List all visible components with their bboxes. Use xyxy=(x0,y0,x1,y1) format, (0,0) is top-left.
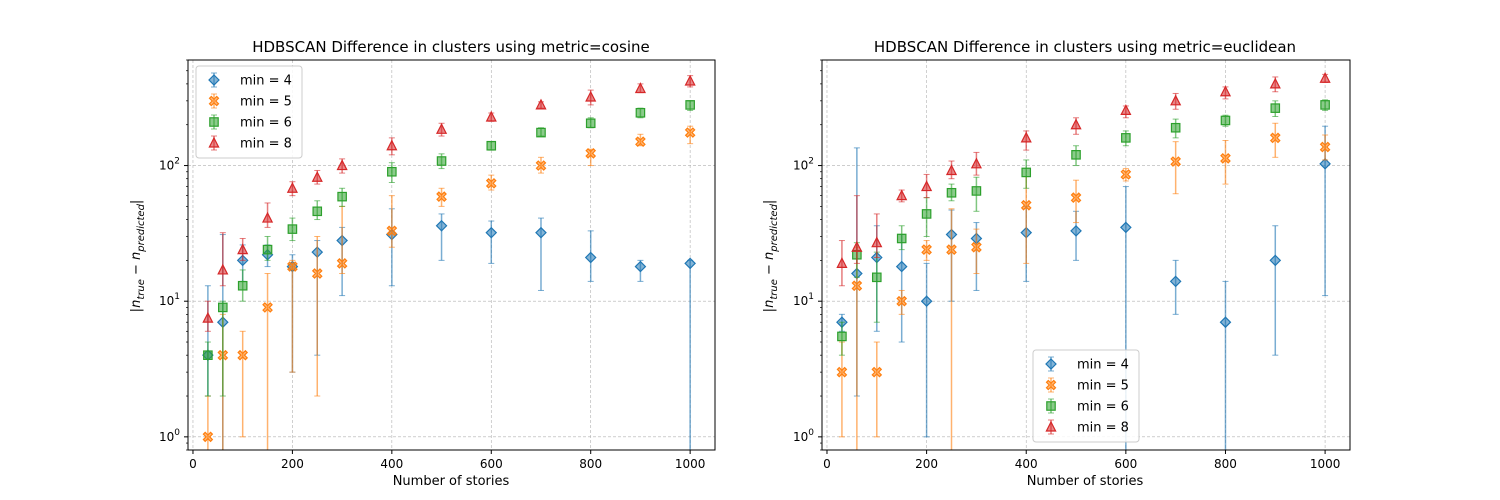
x-axis-label: Number of stories xyxy=(393,474,510,489)
data-point xyxy=(388,168,396,176)
data-point xyxy=(263,245,271,253)
legend-label: min = 4 xyxy=(1077,358,1129,373)
legend-label: min = 8 xyxy=(1077,421,1129,436)
data-point xyxy=(947,189,955,197)
data-point xyxy=(972,187,980,195)
data-point xyxy=(537,128,545,136)
data-point xyxy=(437,157,445,165)
data-point xyxy=(238,282,246,290)
data-point xyxy=(204,351,212,359)
chart-title: HDBSCAN Difference in clusters using met… xyxy=(252,38,650,56)
legend-label: min = 4 xyxy=(240,74,292,89)
data-point xyxy=(288,225,296,233)
data-point xyxy=(838,332,846,340)
data-point xyxy=(1122,134,1130,142)
data-point xyxy=(313,207,321,215)
legend: min = 4 min = 5 min = 6 min = 8 xyxy=(196,66,302,158)
x-tick-label: 0 xyxy=(189,457,197,471)
data-point xyxy=(487,142,495,150)
x-tick-label: 400 xyxy=(380,457,403,471)
x-tick-label: 200 xyxy=(915,457,938,471)
data-point xyxy=(338,192,346,200)
x-tick-label: 200 xyxy=(281,457,304,471)
legend-label: min = 5 xyxy=(1077,379,1129,394)
legend-label: min = 6 xyxy=(1077,400,1129,415)
data-point xyxy=(587,119,595,127)
data-point xyxy=(219,303,227,311)
x-tick-label: 1000 xyxy=(1310,457,1341,471)
chart-title: HDBSCAN Difference in clusters using met… xyxy=(874,38,1296,56)
x-tick-label: 1000 xyxy=(675,457,706,471)
legend-label: min = 5 xyxy=(240,95,292,110)
data-point xyxy=(873,273,881,281)
x-tick-label: 800 xyxy=(579,457,602,471)
x-axis-label: Number of stories xyxy=(1027,474,1144,489)
data-point xyxy=(897,234,905,242)
legend-label: min = 6 xyxy=(240,116,292,131)
legend-label: min = 8 xyxy=(240,137,292,152)
data-point xyxy=(1022,168,1030,176)
x-tick-label: 0 xyxy=(823,457,831,471)
legend-marker xyxy=(210,118,218,126)
data-point xyxy=(1171,124,1179,132)
data-point xyxy=(1221,116,1229,124)
legend-marker xyxy=(1047,402,1055,410)
data-point xyxy=(1321,101,1329,109)
x-tick-label: 600 xyxy=(480,457,503,471)
data-point xyxy=(1271,104,1279,112)
data-point xyxy=(922,210,930,218)
x-tick-label: 400 xyxy=(1015,457,1038,471)
data-point xyxy=(636,109,644,117)
data-point xyxy=(686,101,694,109)
legend: min = 4 min = 5 min = 6 min = 8 xyxy=(1033,350,1139,442)
data-point xyxy=(1072,151,1080,159)
x-tick-label: 600 xyxy=(1114,457,1137,471)
x-tick-label: 800 xyxy=(1214,457,1237,471)
